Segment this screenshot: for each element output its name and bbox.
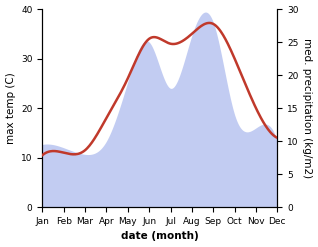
X-axis label: date (month): date (month): [121, 231, 199, 242]
Y-axis label: max temp (C): max temp (C): [5, 72, 16, 144]
Y-axis label: med. precipitation (kg/m2): med. precipitation (kg/m2): [302, 38, 313, 178]
